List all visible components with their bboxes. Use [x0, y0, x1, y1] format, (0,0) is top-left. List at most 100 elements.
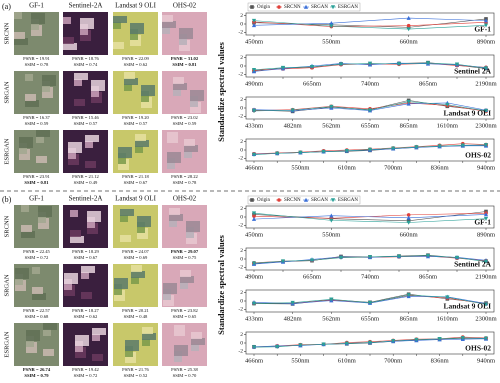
image-patch [141, 91, 149, 102]
point [251, 68, 257, 73]
legend-marker [330, 5, 336, 10]
image-patch [87, 223, 98, 234]
x-tick-label: 660nm [400, 231, 418, 238]
image-tile [162, 205, 207, 248]
image-patch [174, 351, 182, 362]
point [391, 339, 396, 344]
image-patch [135, 134, 146, 141]
image-patch [80, 24, 88, 35]
point [406, 99, 411, 104]
chart-title: OHS-02 [465, 151, 491, 160]
psnr-label: PSNR = 19.91 [23, 56, 50, 61]
x-tick-label: 490nm [245, 273, 263, 280]
series-line [253, 212, 487, 223]
legend-marker [303, 197, 309, 202]
point [406, 213, 411, 217]
x-tick-label: 836nm [431, 164, 449, 171]
image-patch [167, 132, 178, 143]
point [483, 302, 489, 307]
legend-label: Origin [257, 5, 271, 10]
ssim-label: SSIM = 0.81 [172, 62, 197, 67]
image-patch [173, 77, 184, 84]
row-label: SRCNN [3, 215, 10, 237]
psnr-label: PSNR = 18.29 [72, 249, 99, 254]
point [483, 23, 489, 28]
image-patch [162, 15, 173, 22]
image-patch [130, 29, 138, 40]
image-patch [43, 349, 54, 356]
image-patch [63, 43, 77, 50]
psnr-label: PSNR = 19.20 [122, 115, 149, 120]
image-patch [137, 222, 145, 233]
point [298, 150, 303, 155]
image-patch [91, 92, 102, 103]
x-tick-label: 610nm [338, 164, 356, 171]
x-tick-label: 655nm [361, 122, 379, 129]
image-patch [186, 227, 194, 238]
y-tick-label: 2 [240, 248, 243, 254]
image-patch [180, 282, 188, 289]
image-patch [42, 87, 53, 98]
ssim-label: SSIM = 0.48 [124, 314, 148, 319]
image-patch [19, 149, 30, 160]
image-patch [70, 236, 84, 243]
image-patch [167, 152, 181, 163]
image-patch [91, 86, 99, 97]
ssim-label: SSIM = 0.75 [173, 255, 197, 260]
y-tick-label: 2 [240, 13, 243, 19]
point [321, 149, 326, 154]
legend: Origin SRCNN SRGAN ESRGAN [247, 195, 361, 205]
image-patch [191, 332, 202, 339]
psnr-label: PSNR = 21.12 [72, 174, 99, 179]
ssim-label: SSIM = 0.52 [124, 373, 148, 378]
psnr-label: PSNR = 23.02 [171, 115, 198, 120]
y-tick-label: 2 [240, 290, 243, 296]
point [280, 259, 286, 264]
point [445, 295, 450, 300]
image-patch [43, 323, 57, 330]
image-patch [174, 325, 185, 336]
chart-title: Sentinel 2A [454, 260, 491, 269]
series-line [253, 17, 487, 26]
point [437, 336, 442, 341]
y-tick-label: 2 [240, 139, 243, 145]
image-patch [75, 341, 83, 352]
x-tick-label: 700nm [384, 164, 402, 171]
point [425, 61, 431, 66]
ssim-label: SSIM = 0.69 [124, 255, 148, 260]
y-tick-label: 0 [240, 63, 243, 69]
point [483, 66, 489, 71]
column-header: Landsat 9 OLI [115, 2, 156, 10]
legend-marker [277, 198, 281, 202]
image-patch [142, 327, 153, 334]
psnr-label: PSNR = 31.02 [171, 56, 199, 61]
image-patch [74, 79, 82, 86]
point [251, 211, 257, 216]
ssim-label: SSIM = 0.68 [25, 314, 49, 319]
point [445, 102, 450, 107]
point [460, 336, 465, 341]
image-patch [179, 34, 187, 45]
x-tick-label: 836nm [431, 357, 449, 364]
psnr-label: PSNR = 16.37 [23, 115, 50, 120]
image-patch [63, 37, 74, 44]
y-tick-label: 0 [240, 147, 243, 153]
image-patch [26, 336, 34, 347]
image-patch [14, 38, 28, 45]
psnr-label: PSNR = 22.09 [122, 56, 149, 61]
image-patch [36, 130, 50, 137]
x-tick-label: 665nm [303, 80, 321, 87]
image-patch [25, 74, 33, 81]
point [396, 254, 402, 259]
image-patch [92, 334, 100, 341]
image-patch [173, 89, 181, 96]
psnr-label: PSNR = 29.07 [171, 249, 199, 254]
legend-label: ESRGAN [338, 5, 358, 10]
image-tile [14, 205, 59, 248]
image-patch [75, 335, 89, 346]
legend-marker [303, 4, 309, 9]
point [251, 109, 257, 114]
psnr-label: PSNR = 22.45 [23, 249, 50, 254]
image-patch [75, 347, 86, 358]
y-tick-label: -2 [238, 114, 243, 120]
